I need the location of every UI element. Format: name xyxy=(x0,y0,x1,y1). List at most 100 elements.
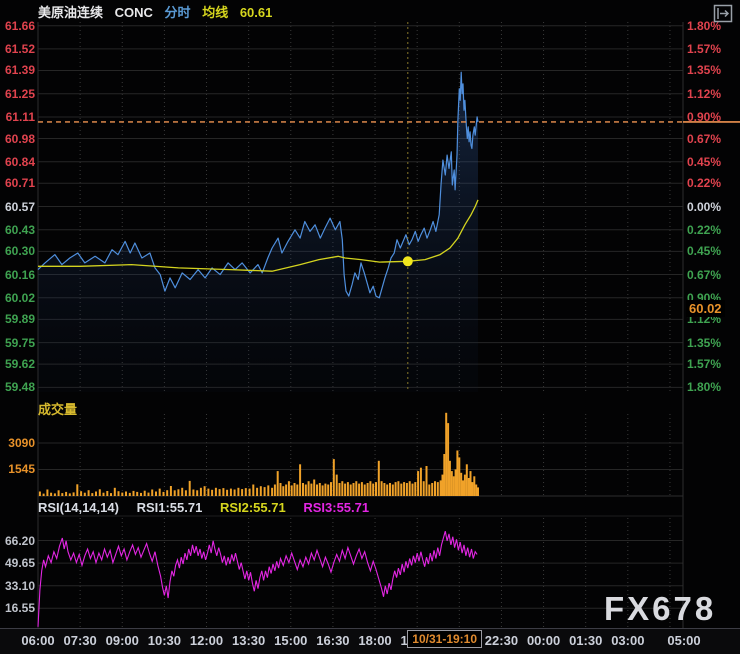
volume-bar xyxy=(241,489,244,496)
volume-bar xyxy=(403,482,406,496)
volume-bar xyxy=(158,488,161,496)
volume-bar xyxy=(80,491,83,496)
volume-bar xyxy=(68,493,71,496)
volume-bar xyxy=(113,487,116,496)
volume-bar xyxy=(95,491,97,496)
volume-bar xyxy=(471,482,474,496)
volume-bar xyxy=(222,488,225,496)
volume-bar xyxy=(128,492,131,496)
volume-bar xyxy=(465,464,468,496)
volume-bar xyxy=(377,460,380,496)
volume-bar xyxy=(226,489,229,496)
volume-bar xyxy=(469,471,472,496)
volume-bar xyxy=(417,471,420,496)
volume-bar xyxy=(181,487,184,496)
volume-bar xyxy=(83,492,86,496)
volume-bar xyxy=(372,483,375,496)
price-line xyxy=(37,71,479,299)
volume-bar xyxy=(57,490,60,496)
volume-bar xyxy=(38,491,41,496)
volume-bar xyxy=(233,489,236,496)
volume-bar xyxy=(98,489,101,496)
volume-bar xyxy=(458,457,461,496)
volume-bar xyxy=(136,491,139,496)
volume-bar xyxy=(237,487,240,496)
volume-bar xyxy=(282,486,285,496)
volume-bar xyxy=(259,486,262,496)
volume-bar xyxy=(218,489,221,496)
expand-panel-button[interactable] xyxy=(713,4,733,23)
volume-bar xyxy=(463,474,466,496)
price-area-fill xyxy=(38,72,478,392)
volume-bar xyxy=(380,481,383,496)
crosshair-ma-dot xyxy=(402,256,413,267)
volume-bar xyxy=(477,487,479,496)
volume-bar xyxy=(252,484,255,496)
volume-bar xyxy=(352,483,355,496)
volume-bar xyxy=(419,467,422,496)
volume-bar xyxy=(267,485,270,496)
rsi-line xyxy=(37,531,478,627)
volume-bar xyxy=(475,484,478,496)
volume-bar xyxy=(441,474,444,496)
volume-bar xyxy=(110,493,112,496)
volume-bar xyxy=(72,492,75,496)
volume-bar xyxy=(434,481,436,496)
volume-bar xyxy=(302,483,304,496)
volume-bar xyxy=(445,412,448,496)
volume-bar xyxy=(327,484,330,496)
volume-bar xyxy=(408,481,411,496)
volume-bar xyxy=(316,484,318,496)
expand-panel-icon xyxy=(713,4,733,23)
volume-bar xyxy=(422,481,425,496)
volume-bar xyxy=(389,483,391,496)
volume-bar xyxy=(192,489,195,496)
volume-bar xyxy=(467,478,470,496)
volume-bar xyxy=(147,492,150,496)
volume-bar xyxy=(313,479,316,496)
volume-bar xyxy=(166,490,169,496)
volume-bar xyxy=(363,484,366,496)
volume-bar xyxy=(321,485,324,496)
volume-bar xyxy=(324,483,327,496)
volume-bar xyxy=(400,483,403,496)
volume-bar xyxy=(102,492,105,496)
volume-bar xyxy=(140,492,142,496)
volume-bar xyxy=(452,476,455,496)
volume-bar xyxy=(207,488,210,496)
volume-bar xyxy=(448,460,451,496)
volume-bar xyxy=(65,491,68,496)
volume-bar xyxy=(394,482,397,496)
volume-bar xyxy=(87,490,90,496)
volume-bar xyxy=(386,484,389,496)
volume-bar xyxy=(304,484,307,496)
volume-bar xyxy=(271,487,274,496)
volume-bar xyxy=(143,490,146,496)
volume-bar xyxy=(42,493,45,496)
volume-bar xyxy=(293,483,296,496)
volume-bar xyxy=(169,486,172,496)
volume-bar xyxy=(229,488,232,496)
volume-bar xyxy=(318,483,321,496)
volume-bar xyxy=(263,487,266,496)
volume-bar xyxy=(199,487,202,496)
volume-bar xyxy=(397,481,400,496)
volume-bar xyxy=(447,423,450,496)
volume-bar xyxy=(332,459,335,496)
volume-bar xyxy=(436,482,439,496)
volume-bar xyxy=(383,483,386,496)
volume-bar xyxy=(443,454,446,496)
volume-bar xyxy=(431,483,434,496)
volume-bar xyxy=(248,488,251,496)
volume-bar xyxy=(454,469,457,496)
volume-bar xyxy=(285,484,288,496)
volume-bar xyxy=(428,484,431,496)
volume-bar xyxy=(121,492,124,496)
volume-bar xyxy=(117,491,120,496)
volume-bar xyxy=(405,483,408,496)
volume-bar xyxy=(214,487,217,496)
volume-bar xyxy=(335,474,338,496)
volume-bar xyxy=(355,481,358,496)
volume-bar xyxy=(151,489,154,496)
